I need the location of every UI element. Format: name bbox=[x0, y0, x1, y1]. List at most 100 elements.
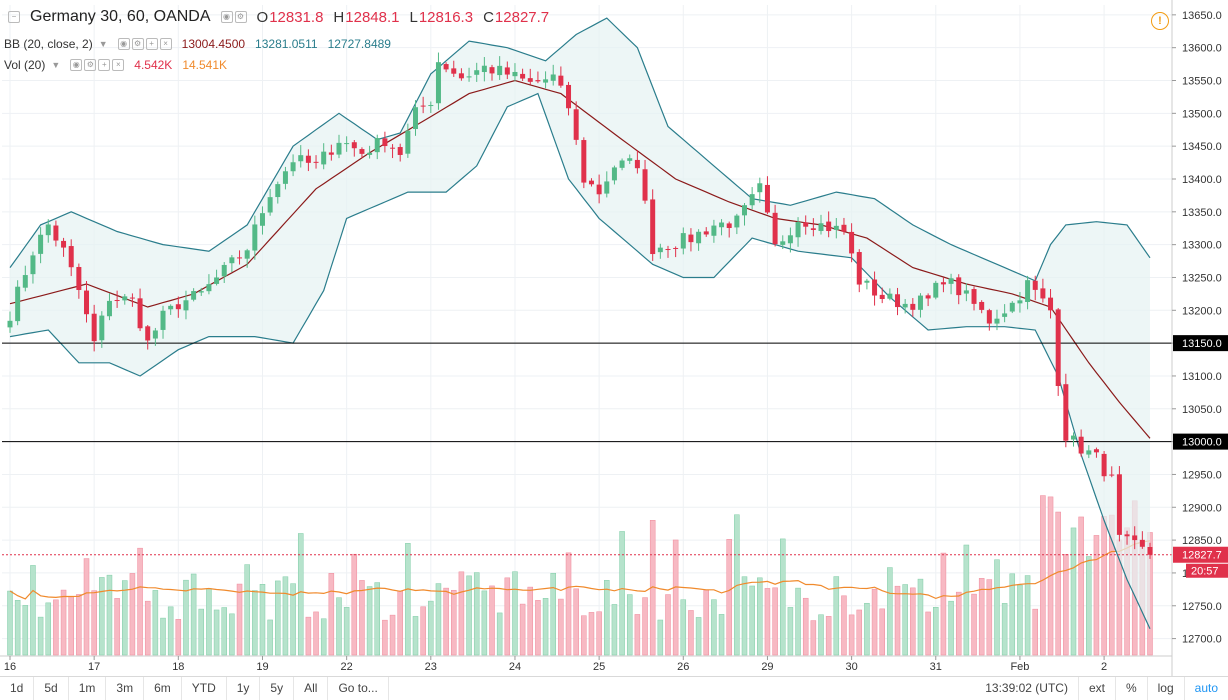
price-tick-label: 12900.0 bbox=[1182, 502, 1222, 514]
vol-ma-value: 14.541K bbox=[182, 58, 228, 72]
candle-body bbox=[986, 310, 992, 324]
volume-bar bbox=[297, 533, 304, 656]
add-icon[interactable]: + bbox=[145, 38, 158, 50]
range-5y-button[interactable]: 5y bbox=[260, 677, 295, 700]
volume-bar bbox=[83, 558, 90, 656]
time-tick-label: 17 bbox=[88, 661, 100, 673]
settings-icon[interactable]: ⚙ bbox=[234, 11, 247, 23]
settings-icon[interactable]: ⚙ bbox=[84, 59, 97, 71]
volume-bar bbox=[703, 589, 709, 656]
volume-bar bbox=[68, 596, 74, 656]
volume-bar bbox=[665, 594, 671, 656]
volume-bar bbox=[948, 600, 954, 656]
volume-bar bbox=[558, 598, 564, 656]
candle-body bbox=[1009, 302, 1015, 312]
eye-icon[interactable]: ◉ bbox=[220, 11, 233, 23]
candle-body bbox=[520, 73, 526, 79]
collapse-icon[interactable]: − bbox=[8, 11, 20, 23]
candle-body bbox=[474, 70, 480, 75]
vol-label[interactable]: Vol (20) bbox=[4, 58, 46, 72]
range-3m-button[interactable]: 3m bbox=[106, 677, 145, 700]
eye-icon[interactable]: ◉ bbox=[70, 59, 83, 71]
range-all-button[interactable]: All bbox=[294, 677, 329, 700]
candle-body bbox=[413, 107, 419, 130]
close-icon[interactable]: × bbox=[159, 38, 172, 50]
candle-body bbox=[711, 225, 717, 236]
range-1d-button[interactable]: 1d bbox=[0, 677, 35, 700]
candle-body bbox=[573, 109, 579, 140]
add-icon[interactable]: + bbox=[98, 59, 111, 71]
volume-bar bbox=[190, 573, 197, 656]
settings-icon[interactable]: ⚙ bbox=[131, 38, 144, 50]
candle-body bbox=[160, 310, 166, 330]
volume-ma-line bbox=[9, 540, 1151, 600]
candle-body bbox=[803, 222, 809, 227]
bb-controls[interactable]: ◉ ⚙ + × bbox=[117, 38, 172, 50]
candle-body bbox=[1048, 297, 1054, 311]
volume-bar bbox=[780, 538, 786, 656]
percent-button[interactable]: % bbox=[1114, 677, 1147, 700]
candle-body bbox=[1070, 435, 1076, 440]
candle-body bbox=[45, 224, 51, 236]
candle-body bbox=[1109, 474, 1115, 476]
price-chart[interactable]: 12700.012750.012800.012850.012900.012950… bbox=[0, 0, 1228, 676]
range-1y-button[interactable]: 1y bbox=[227, 677, 261, 700]
vol-dropdown-icon[interactable]: ▼ bbox=[51, 60, 61, 70]
volume-bar bbox=[711, 599, 717, 656]
candle-body bbox=[895, 294, 901, 308]
eye-icon[interactable]: ◉ bbox=[117, 38, 130, 50]
high-value: 12848.1 bbox=[345, 8, 400, 26]
volume-bar bbox=[320, 618, 327, 656]
candle-body bbox=[864, 280, 870, 283]
candle-body bbox=[826, 221, 832, 232]
volume-bar bbox=[787, 607, 794, 656]
volume-bar bbox=[389, 614, 396, 656]
range-5d-button[interactable]: 5d bbox=[34, 677, 69, 700]
symbol-title[interactable]: Germany 30, 60, OANDA bbox=[30, 8, 211, 25]
log-button[interactable]: log bbox=[1146, 677, 1184, 700]
volume-bar bbox=[864, 602, 870, 656]
candle-body bbox=[22, 275, 28, 288]
bb-dropdown-icon[interactable]: ▼ bbox=[98, 39, 108, 49]
volume-bar bbox=[1078, 516, 1084, 656]
price-tick-label: 13600.0 bbox=[1182, 43, 1222, 55]
volume-bar bbox=[45, 602, 52, 656]
volume-bar bbox=[305, 616, 312, 656]
candle-body bbox=[650, 199, 656, 255]
candle-body bbox=[558, 75, 564, 86]
auto-button[interactable]: auto bbox=[1183, 677, 1228, 700]
bb-label[interactable]: BB (20, close, 2) bbox=[4, 37, 93, 51]
volume-bar bbox=[963, 544, 970, 656]
candle-body bbox=[1040, 288, 1046, 299]
candle-body bbox=[741, 205, 747, 216]
volume-bar bbox=[887, 567, 893, 656]
range-ytd-button[interactable]: YTD bbox=[182, 677, 227, 700]
volume-bar bbox=[152, 590, 159, 656]
vol-controls[interactable]: ◉ ⚙ + × bbox=[70, 59, 125, 71]
goto-button[interactable]: Go to... bbox=[328, 677, 389, 700]
candle-body bbox=[305, 155, 311, 163]
ext-button[interactable]: ext bbox=[1077, 677, 1115, 700]
warning-icon[interactable]: ! bbox=[1151, 12, 1169, 30]
legend-collapse-control[interactable]: − bbox=[8, 11, 20, 23]
bb-legend: BB (20, close, 2) ▼ ◉ ⚙ + × 13004.4500 1… bbox=[4, 37, 391, 51]
candle-body bbox=[956, 277, 962, 296]
volume-bar bbox=[428, 600, 434, 656]
symbol-controls[interactable]: ◉ ⚙ bbox=[220, 11, 247, 23]
candle-body bbox=[374, 138, 380, 153]
range-1m-button[interactable]: 1m bbox=[69, 677, 107, 700]
volume-bar bbox=[466, 575, 472, 656]
volume-bar bbox=[37, 616, 44, 656]
range-6m-button[interactable]: 6m bbox=[144, 677, 182, 700]
close-icon[interactable]: × bbox=[112, 59, 125, 71]
price-tick-label: 12850.0 bbox=[1182, 535, 1222, 547]
candle-body bbox=[642, 169, 648, 201]
candle-body bbox=[657, 247, 663, 253]
candle-body bbox=[994, 318, 1000, 324]
time-tick-label: 29 bbox=[761, 661, 773, 673]
volume-bar bbox=[527, 586, 534, 656]
candle-body bbox=[933, 282, 939, 298]
candle-body bbox=[504, 67, 510, 75]
open-key: O bbox=[256, 8, 269, 26]
